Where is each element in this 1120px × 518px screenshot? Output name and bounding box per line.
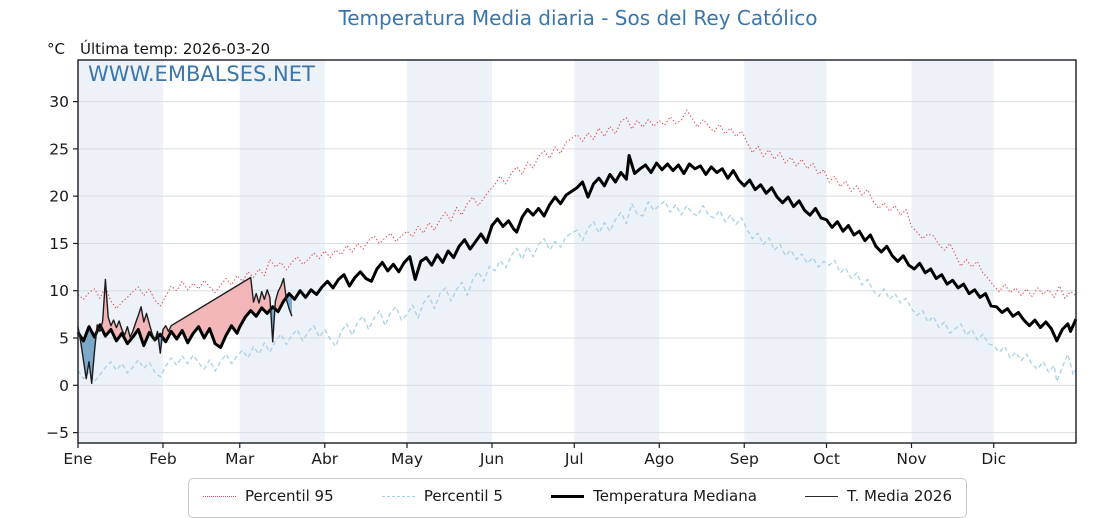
- plot-border: [77, 59, 1077, 444]
- data-series-lines: [76, 109, 1078, 385]
- x-axis-ticks: Ene Feb Mar Abr May Jun Jul Ago Sep Oct Nov Dic: [63, 443, 1006, 468]
- series-line-temperatura-mediana: [76, 154, 1078, 349]
- chart-legend: Percentil 95 Percentil 5 Temperatura Media…: [188, 478, 967, 518]
- y-tick-label: 0: [59, 377, 69, 395]
- fill-above-median: [101, 279, 155, 346]
- y-axis-unit-label: °C: [47, 40, 65, 58]
- last-temp-subtitle: Última temp: 2026-03-20: [80, 40, 271, 58]
- x-tick-label: May: [391, 450, 423, 468]
- legend-swatch-solid: [551, 494, 585, 498]
- y-tick-label: 25: [49, 140, 69, 158]
- legend-swatch-solid: [805, 495, 839, 497]
- horizontal-gridlines: [78, 101, 1076, 434]
- x-tick-label: Jun: [479, 450, 504, 468]
- legend-label: Percentil 95: [245, 487, 334, 505]
- y-tick-label: 20: [49, 188, 69, 206]
- legend-label: Percentil 5: [423, 487, 503, 505]
- x-tick-label: Abr: [311, 450, 338, 468]
- x-tick-label: Sep: [730, 450, 759, 468]
- y-tick-label: 15: [49, 235, 69, 253]
- legend-swatch-dashed: [381, 495, 415, 497]
- chart-title: Temperatura Media diaria - Sos del Rey C…: [338, 6, 818, 30]
- series-line-percentil-5: [77, 200, 1077, 383]
- x-tick-label: Oct: [813, 450, 840, 468]
- x-tick-label: Ene: [63, 450, 92, 468]
- x-tick-label: Feb: [149, 450, 176, 468]
- axes-frame: [77, 59, 1077, 444]
- watermark-text: WWW.EMBALSES.NET: [88, 62, 315, 86]
- y-tick-label: 5: [59, 330, 69, 348]
- x-tick-label: Mar: [225, 450, 255, 468]
- legend-label: T. Media 2026: [847, 487, 952, 505]
- month-band: [574, 60, 660, 443]
- legend-label: Temperatura Mediana: [593, 487, 757, 505]
- y-axis-ticks: −5 0 5 10 15 20 25 30: [46, 93, 78, 442]
- x-tick-label: Ago: [644, 450, 674, 468]
- month-band: [744, 60, 827, 443]
- x-tick-label: Jul: [564, 450, 584, 468]
- month-band: [239, 60, 325, 443]
- month-band: [911, 60, 994, 443]
- x-tick-label: Nov: [896, 450, 926, 468]
- y-tick-label: 10: [49, 282, 69, 300]
- legend-item-percentil-5: Percentil 5: [381, 485, 503, 507]
- legend-item-t-media-2026: T. Media 2026: [805, 485, 952, 507]
- legend-item-percentil-95: Percentil 95: [203, 485, 334, 507]
- y-tick-label: −5: [46, 424, 69, 442]
- fill-above-median: [162, 277, 271, 348]
- fill-above-median: [274, 278, 287, 312]
- temperature-chart: −5 0 5 10 15 20 25 30 Ene Feb Mar Abr May Jun Jul Ago S…: [46, 59, 1078, 468]
- legend-item-temperatura-mediana: Temperatura Mediana: [551, 485, 757, 507]
- legend-swatch-dotted: [203, 495, 236, 497]
- x-tick-label: Dic: [981, 450, 1006, 468]
- series-line-t-media-2026: [77, 276, 293, 385]
- y-tick-label: 30: [49, 93, 69, 111]
